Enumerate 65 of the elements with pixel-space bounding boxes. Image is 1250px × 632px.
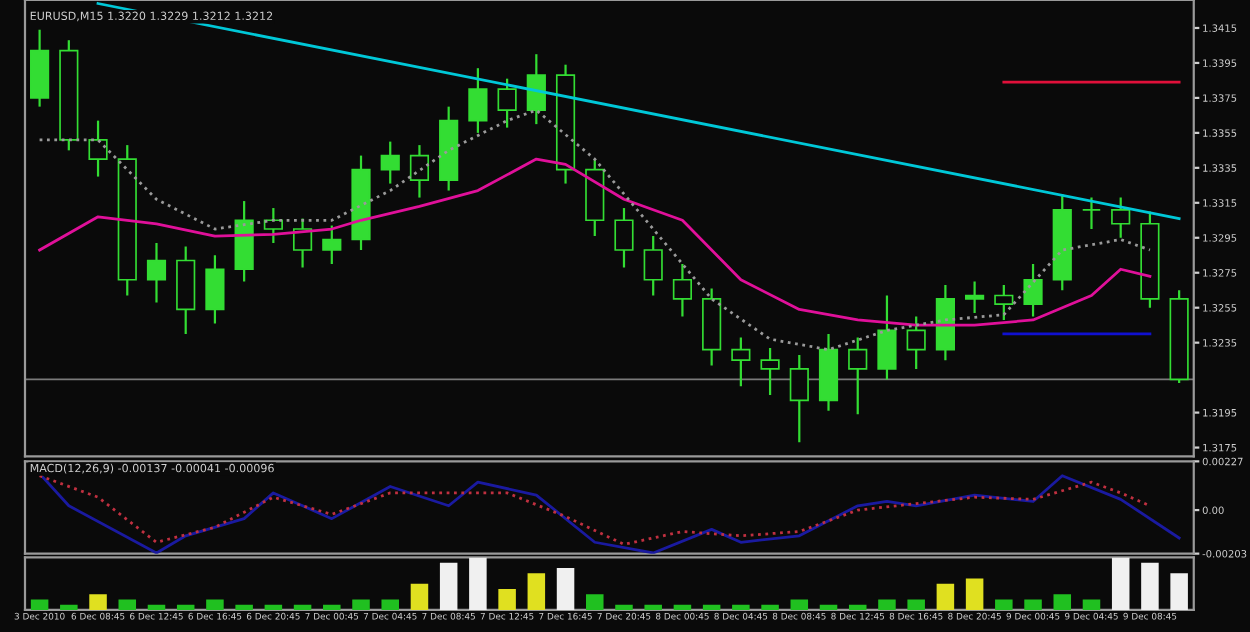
candlestick xyxy=(965,280,985,315)
candlestick xyxy=(1081,196,1102,231)
bar xyxy=(118,599,137,610)
bar xyxy=(702,604,721,610)
bar xyxy=(1170,573,1188,610)
bar xyxy=(89,594,107,610)
bar xyxy=(1053,594,1072,610)
bar xyxy=(381,599,399,610)
candlestick xyxy=(322,224,342,266)
candlestick xyxy=(672,262,693,318)
bar xyxy=(498,588,516,610)
bar xyxy=(907,599,925,610)
bar xyxy=(30,599,49,610)
candlestick xyxy=(760,346,780,397)
bar xyxy=(60,604,78,610)
bar xyxy=(293,604,312,610)
candlestick xyxy=(468,67,488,134)
candlestick xyxy=(731,336,751,388)
candlestick xyxy=(1023,262,1043,318)
candlestick xyxy=(380,140,400,185)
bar xyxy=(323,604,341,610)
candlestick xyxy=(643,234,663,297)
bar xyxy=(819,604,838,610)
bar xyxy=(732,604,750,610)
bar xyxy=(527,573,546,610)
candlestick xyxy=(906,315,926,370)
bar xyxy=(995,599,1013,610)
bar xyxy=(235,604,253,610)
candlestick xyxy=(789,353,809,444)
bar xyxy=(264,604,283,610)
bar xyxy=(469,557,487,610)
candlestick xyxy=(1111,196,1131,239)
bar xyxy=(410,583,429,610)
bar xyxy=(848,604,867,610)
bar xyxy=(644,604,662,610)
bar xyxy=(615,604,633,610)
candlestick xyxy=(30,28,50,108)
candlestick xyxy=(877,294,897,381)
candlestick xyxy=(263,206,283,245)
candlestick xyxy=(994,283,1014,322)
bar xyxy=(352,599,370,610)
bar xyxy=(878,599,896,610)
candlestick xyxy=(526,53,546,126)
candlestick xyxy=(497,77,517,129)
bar xyxy=(439,562,458,610)
bar xyxy=(556,567,575,610)
bar xyxy=(761,604,779,610)
candlestick xyxy=(848,336,868,416)
candlestick xyxy=(205,254,225,325)
bar xyxy=(206,599,224,610)
bar xyxy=(147,604,166,610)
candlestick xyxy=(88,119,108,178)
bar xyxy=(936,583,955,610)
bar xyxy=(1082,599,1101,610)
candlestick xyxy=(146,241,167,304)
bar xyxy=(790,599,809,610)
bar xyxy=(1141,562,1159,610)
bar xyxy=(1111,557,1130,610)
bar xyxy=(176,604,195,610)
bar xyxy=(965,578,984,610)
bar xyxy=(1024,599,1042,610)
candlestick xyxy=(409,144,430,199)
bar xyxy=(673,604,692,610)
candlestick xyxy=(614,206,634,269)
bar xyxy=(586,594,604,610)
